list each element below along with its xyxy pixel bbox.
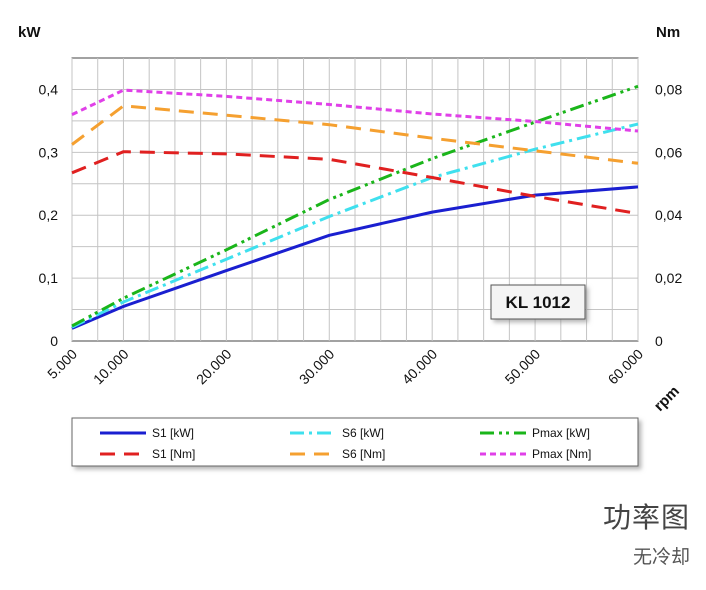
- y-left-tick-label: 0: [50, 333, 58, 349]
- legend-label: S6 [kW]: [342, 426, 384, 440]
- series-line-s6-kw: [71, 122, 639, 329]
- y-left-unit-label: kW: [18, 24, 41, 41]
- legend-label: Pmax [Nm]: [532, 447, 591, 461]
- y-right-unit-label: Nm: [656, 24, 680, 41]
- x-tick-label: 60.000: [605, 346, 647, 388]
- y-right-tick-label: 0: [655, 333, 663, 349]
- caption-subtitle: 无冷却: [632, 546, 690, 568]
- caption-title: 功率图: [602, 501, 690, 534]
- legend-label: S1 [Nm]: [152, 447, 195, 461]
- y-left-tick-label: 0,3: [39, 144, 59, 160]
- x-tick-label: 5.000: [44, 346, 80, 382]
- y-left-tick-label: 0,4: [39, 81, 59, 97]
- x-tick-label: 40.000: [399, 346, 441, 388]
- legend-label: S6 [Nm]: [342, 447, 385, 461]
- legend-label: S1 [kW]: [152, 426, 194, 440]
- x-tick-label: 10.000: [90, 346, 132, 388]
- x-axis-unit-label: rpm: [651, 383, 683, 415]
- series-line-s1-nm: [71, 150, 639, 216]
- y-right-tick-label: 0,08: [655, 81, 682, 97]
- y-right-tick-label: 0,02: [655, 270, 682, 286]
- x-tick-label: 50.000: [502, 346, 544, 388]
- legend: [71, 417, 639, 467]
- series-line-pmax-nm: [71, 88, 639, 133]
- y-right-tick-label: 0,04: [655, 207, 682, 223]
- y-left-tick-label: 0,2: [39, 207, 59, 223]
- series-line-s6-nm: [71, 104, 639, 165]
- legend-label: Pmax [kW]: [532, 426, 590, 440]
- y-left-tick-label: 0,1: [39, 270, 59, 286]
- x-tick-label: 30.000: [296, 346, 338, 388]
- model-annotation: [490, 284, 586, 320]
- series-layer: [71, 84, 639, 330]
- model-annotation-text: KL 1012: [506, 293, 571, 312]
- x-tick-label: 20.000: [193, 346, 235, 388]
- grid-lines: [71, 58, 639, 341]
- legend-entries: S1 [kW] S6 [kW] Pmax [kW] S1 [Nm] S6 [Nm] Pma…: [100, 426, 591, 461]
- y-right-tick-label: 0,06: [655, 144, 682, 160]
